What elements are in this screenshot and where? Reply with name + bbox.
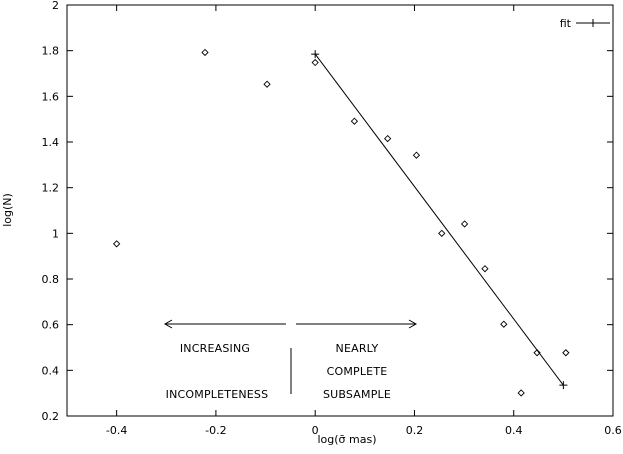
fit-endpoint-marker	[311, 50, 320, 59]
y-tick-label: 1.4	[42, 136, 60, 149]
annotation-nearly: NEARLY	[336, 342, 379, 355]
y-tick-label: 1.8	[42, 45, 60, 58]
y-axis-label: log(N)	[1, 193, 14, 227]
y-tick-label: 0.6	[42, 319, 60, 332]
annotation-increasing: INCREASING	[180, 342, 250, 355]
data-point	[311, 58, 319, 67]
x-tick-label: -0.2	[205, 424, 226, 437]
x-tick-label: 0	[312, 424, 319, 437]
annotation-subsample: SUBSAMPLE	[323, 388, 391, 401]
data-point	[112, 240, 121, 248]
data-point	[517, 389, 525, 397]
annotation-complete: COMPLETE	[327, 365, 388, 378]
right-arrow-head	[408, 319, 418, 329]
data-point	[384, 134, 392, 143]
data-point	[500, 320, 508, 328]
y-tick-label: 0.2	[42, 410, 60, 423]
data-point	[481, 265, 489, 273]
y-tick-label: 2	[52, 0, 59, 12]
y-tick-label: 1	[52, 227, 59, 240]
left-arrow-head	[163, 319, 173, 329]
data-point	[263, 80, 271, 88]
x-tick-label: 0.2	[406, 424, 424, 437]
plot-area	[66, 4, 614, 417]
annotation-arrows	[163, 319, 418, 394]
fit-line	[314, 53, 564, 386]
data-point	[460, 220, 469, 228]
annotation-incompleteness: INCOMPLETENESS	[166, 388, 269, 401]
y-tick-label: 1.6	[42, 90, 60, 103]
data-point	[562, 349, 570, 357]
data-point	[412, 151, 421, 159]
data-point	[533, 349, 541, 357]
x-tick-label: 0.6	[604, 424, 622, 437]
y-tick-label: 1.2	[42, 182, 60, 195]
x-tick-label: -0.4	[106, 424, 127, 437]
y-tick-label: 0.4	[42, 364, 60, 377]
fit-endpoint-marker	[559, 381, 568, 390]
annotation-texts: INCREASING INCOMPLETENESS NEARLY COMPLET…	[166, 342, 391, 401]
data-point	[438, 229, 446, 237]
x-tick-label: 0.4	[505, 424, 523, 437]
legend-marker-fit	[589, 19, 597, 27]
axis-ticks: -0.4 -0.2 0 0.2 0.4 0.6 0.2 0.4 0.6 0.8 1 1.2 1.4 1.6…	[42, 0, 622, 437]
data-point	[350, 117, 359, 125]
x-axis-label: log(σ̄ mas)	[317, 433, 376, 446]
y-tick-label: 0.8	[42, 273, 60, 286]
data-layer	[112, 48, 570, 397]
legend: fit	[560, 17, 610, 30]
legend-label-fit: fit	[560, 17, 572, 30]
data-point	[201, 48, 209, 57]
